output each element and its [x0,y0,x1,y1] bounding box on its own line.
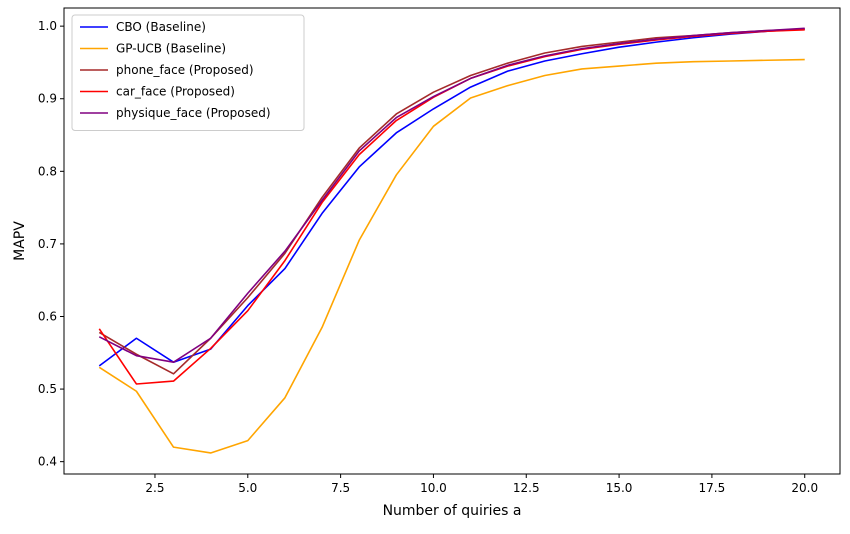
x-tick-label: 5.0 [238,481,257,495]
y-tick-label: 0.4 [38,455,57,469]
y-tick-label: 0.7 [38,237,57,251]
x-axis-label: Number of quiries a [383,503,522,519]
series-line-5 [98,27,805,364]
legend-label: car_face (Proposed) [116,85,235,99]
y-tick-label: 0.5 [38,382,57,396]
legend-label: CBO (Baseline) [116,20,206,34]
x-tick-label: 15.0 [606,481,633,495]
x-tick-label: 2.5 [145,481,164,495]
legend-box [71,14,305,131]
x-tick-label: 20.0 [791,481,818,495]
y-tick-label: 0.8 [38,164,57,178]
x-axis: 2.5 5.0 7.5 10.0 12.5 15.0 17.5 20.0 [145,474,818,495]
legend-label: physique_face (Proposed) [116,106,271,120]
series-line-2 [98,58,805,454]
plot-frame [63,7,841,475]
y-tick-label: 0.6 [38,309,57,323]
x-tick-label: 10.0 [420,481,447,495]
legend: CBO (Baseline) GP-UCB (Baseline) phone_fac… [71,14,305,131]
x-tick-label: 12.5 [513,481,540,495]
y-tick-label: 0.9 [38,92,57,106]
legend-label: phone_face (Proposed) [116,63,254,77]
x-tick-label: 17.5 [699,481,726,495]
y-axis-label: MAPV [12,221,28,261]
legend-label: GP-UCB (Baseline) [116,42,226,56]
x-tick-label: 7.5 [331,481,350,495]
plot-lines [98,27,805,454]
y-tick-label: 1.0 [38,19,57,33]
y-axis: 0.4 0.5 0.6 0.7 0.8 0.9 1.0 [38,19,64,469]
